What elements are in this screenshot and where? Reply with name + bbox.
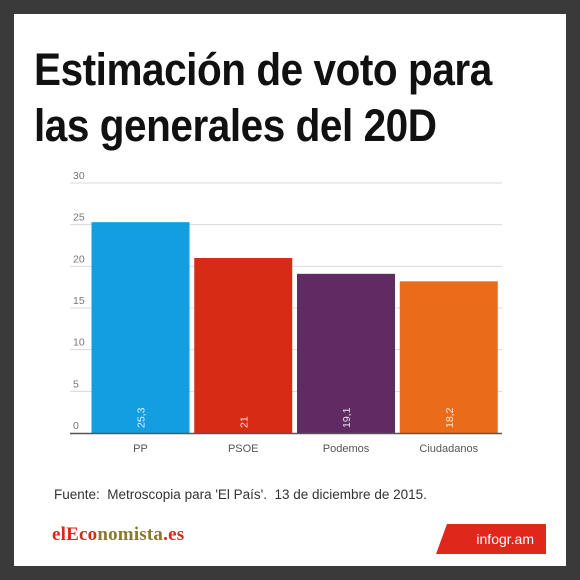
y-tick-label: 0 (73, 420, 79, 432)
x-category-label: Ciudadanos (419, 443, 478, 455)
y-tick-label: 30 (73, 170, 85, 182)
infographic-card: Estimación de voto para las generales de… (14, 14, 566, 566)
bar-value-label: 21 (238, 416, 250, 428)
x-category-label: PSOE (228, 443, 259, 455)
bar-chart: 0 5 10 15 20 25 30 25,3 PP 21 PSOE 19,1 Podemos 18,2 C… (70, 170, 502, 455)
source-note: Fuente: Metroscopia para 'El País'. 13 d… (54, 487, 427, 502)
y-tick-label: 25 (73, 212, 85, 224)
bar (91, 222, 190, 433)
x-category-label: PP (133, 443, 148, 455)
infogram-label: infogr.am (476, 531, 534, 547)
bar (194, 258, 293, 433)
chart-title: Estimación de voto para las generales de… (34, 44, 492, 151)
bar-value-label: 25,3 (136, 407, 148, 428)
y-tick-label: 15 (73, 295, 85, 307)
infogram-badge[interactable]: infogr.am (436, 524, 546, 554)
y-tick-label: 10 (73, 337, 85, 349)
bar (399, 281, 498, 433)
bar-value-label: 19,1 (341, 407, 353, 428)
y-tick-label: 20 (73, 253, 85, 265)
bar (297, 273, 395, 433)
bar-value-label: 18,2 (444, 407, 456, 428)
eleconomista-logo[interactable]: elEconomista.es (52, 524, 185, 545)
y-tick-label: 5 (73, 378, 79, 390)
x-category-label: Podemos (323, 443, 370, 455)
